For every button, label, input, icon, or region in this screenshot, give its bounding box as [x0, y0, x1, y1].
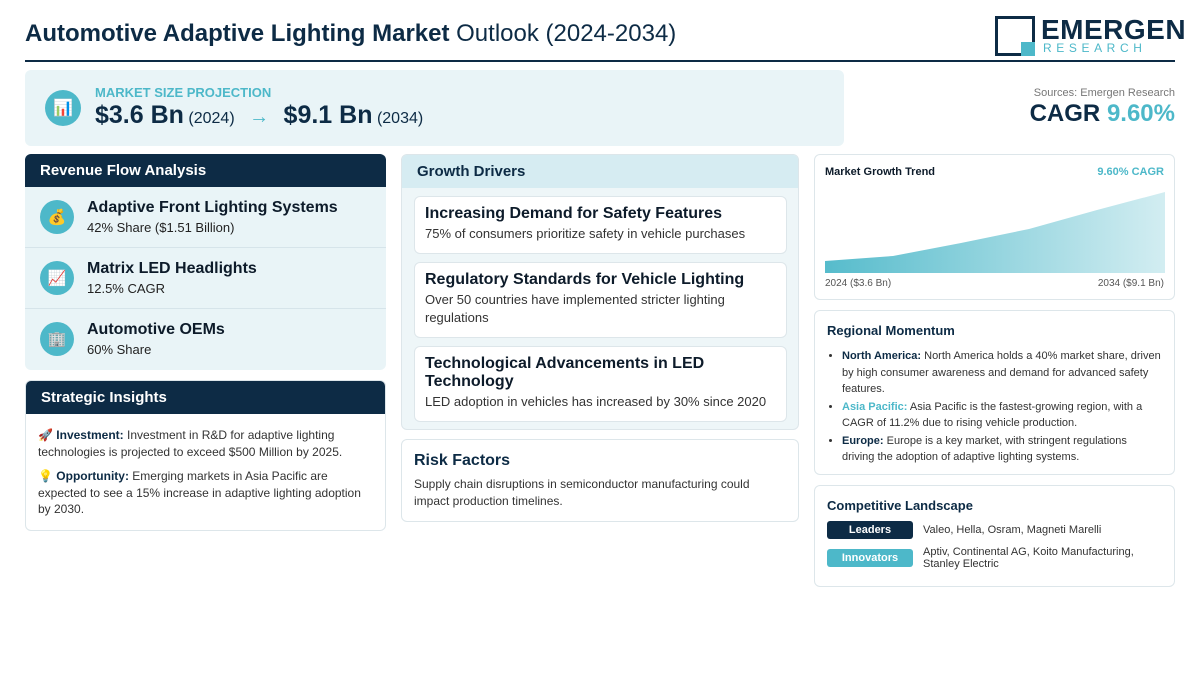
page-title: Automotive Adaptive Lighting Market Outl…: [25, 20, 676, 48]
building-icon: 🏢: [40, 322, 74, 356]
trend-cagr: 9.60% CAGR: [1097, 166, 1164, 178]
driver-title: Technological Advancements in LED Techno…: [425, 355, 705, 390]
insight-item: 💡 Opportunity: Emerging markets in Asia …: [38, 468, 373, 518]
projection-label: MARKET SIZE PROJECTION: [95, 85, 272, 100]
risk-factors-text: Supply chain disruptions in semiconducto…: [414, 477, 750, 508]
region-text: Asia Pacific is the fastest-growing regi…: [842, 400, 1143, 430]
lightbulb-icon: 💡: [38, 469, 53, 483]
regional-momentum-card: Regional Momentum North America: North A…: [814, 310, 1175, 475]
cagr-label: CAGR: [1029, 100, 1101, 127]
region-text: Europe is a key market, with stringent r…: [842, 434, 1127, 464]
trend-area-chart: [825, 192, 1165, 273]
strategic-insights-title: Strategic Insights: [26, 381, 385, 414]
competitive-landscape-card: Competitive Landscape Leaders Valeo, Hel…: [814, 485, 1175, 587]
page-header: Automotive Adaptive Lighting Market Outl…: [25, 12, 1186, 62]
growth-drivers-title: Growth Drivers: [402, 155, 798, 188]
emergen-logo: EMERGEN RESEARCH: [995, 14, 1186, 56]
insight-label: Investment:: [56, 428, 124, 442]
region-label: Asia Pacific:: [842, 400, 908, 413]
revenue-item-sub: 12.5% CAGR: [87, 281, 166, 296]
revenue-item-title: Matrix LED Headlights: [87, 260, 257, 277]
region-item: Asia Pacific: Asia Pacific is the fastes…: [842, 399, 1162, 432]
projection-start-value: $3.6 Bn: [95, 101, 184, 129]
driver-item: Regulatory Standards for Vehicle Lightin…: [414, 262, 787, 338]
driver-item: Technological Advancements in LED Techno…: [414, 346, 787, 422]
rocket-icon: 🚀: [38, 428, 53, 442]
driver-item: Increasing Demand for Safety Features 75…: [414, 196, 787, 254]
competitor-row: Innovators Aptiv, Continental AG, Koito …: [827, 546, 1153, 570]
driver-title: Regulatory Standards for Vehicle Lightin…: [425, 271, 745, 288]
bar-chart-icon: 📊: [45, 90, 81, 126]
regional-list: North America: North America holds a 40%…: [827, 348, 1162, 466]
trend-chart-icon: 📈: [40, 261, 74, 295]
region-text: North America holds a 40% market share, …: [842, 350, 1161, 395]
strategic-insights-body: 🚀 Investment: Investment in R&D for adap…: [26, 414, 385, 530]
trend-title: Market Growth Trend: [825, 166, 936, 178]
driver-text: Over 50 countries have implemented stric…: [425, 292, 725, 325]
revenue-item-title: Adaptive Front Lighting Systems: [87, 199, 338, 216]
leaders-badge: Leaders: [827, 521, 913, 539]
arrow-right-icon: →: [249, 106, 270, 128]
revenue-item-title: Automotive OEMs: [87, 321, 225, 338]
page-title-rest: Outlook (2024-2034): [456, 20, 677, 47]
competitor-text: Valeo, Hella, Osram, Magneti Marelli: [923, 524, 1102, 536]
insight-text: Emerging markets in Asia Pacific are exp…: [38, 469, 361, 516]
logo-subtitle: RESEARCH: [1043, 41, 1147, 55]
competitive-landscape-title: Competitive Landscape: [827, 498, 973, 513]
driver-text: LED adoption in vehicles has increased b…: [425, 394, 767, 409]
region-item: North America: North America holds a 40%…: [842, 348, 1162, 398]
trend-start-label: 2024 ($3.6 Bn): [825, 278, 892, 289]
market-growth-trend-card: Market Growth Trend 9.60% CAGR 2024 ($3.…: [814, 154, 1175, 300]
revenue-item-sub: 60% Share: [87, 342, 152, 357]
projection-values: $3.6 Bn (2024) → $9.1 Bn (2034): [95, 101, 423, 130]
revenue-item: 💰 Adaptive Front Lighting Systems 42% Sh…: [25, 187, 386, 248]
revenue-item-sub: 42% Share ($1.51 Billion): [87, 220, 235, 235]
trend-end-label: 2034 ($9.1 Bn): [1097, 278, 1164, 289]
strategic-insights-card: Strategic Insights 🚀 Investment: Investm…: [25, 380, 386, 531]
risk-factors-title: Risk Factors: [414, 452, 511, 469]
revenue-flow-title: Revenue Flow Analysis: [25, 154, 386, 187]
risk-factors-card: Risk Factors Supply chain disruptions in…: [401, 439, 799, 522]
revenue-item: 📈 Matrix LED Headlights 12.5% CAGR: [25, 248, 386, 309]
logo-mark-icon: [995, 16, 1035, 56]
competitor-row: Leaders Valeo, Hella, Osram, Magneti Mar…: [827, 521, 1153, 539]
sources-note: Sources: Emergen Research: [1033, 87, 1175, 99]
region-item: Europe: Europe is a key market, with str…: [842, 433, 1162, 466]
page-title-bold: Automotive Adaptive Lighting Market: [25, 20, 450, 47]
cagr-summary: CAGR 9.60%: [1030, 100, 1175, 128]
projection-end-year: (2034): [376, 110, 424, 127]
regional-momentum-title: Regional Momentum: [827, 323, 955, 338]
money-bag-icon: 💰: [40, 200, 74, 234]
insight-label: Opportunity:: [56, 469, 129, 483]
market-size-projection: 📊 MARKET SIZE PROJECTION $3.6 Bn (2024) …: [25, 70, 844, 146]
region-label: Europe:: [842, 434, 884, 447]
revenue-flow-card: Revenue Flow Analysis 💰 Adaptive Front L…: [25, 154, 386, 370]
cagr-value: 9.60%: [1106, 100, 1175, 127]
growth-drivers-card: Growth Drivers Increasing Demand for Saf…: [401, 154, 799, 430]
revenue-item: 🏢 Automotive OEMs 60% Share: [25, 309, 386, 370]
insight-text: Investment in R&D for adaptive lighting …: [38, 428, 343, 459]
trend-area: [825, 192, 1165, 273]
projection-start-year: (2024): [188, 110, 235, 127]
logo-name: EMERGEN: [1041, 14, 1187, 45]
driver-text: 75% of consumers prioritize safety in ve…: [425, 226, 746, 241]
insight-item: 🚀 Investment: Investment in R&D for adap…: [38, 427, 373, 460]
region-label: North America:: [842, 350, 922, 362]
driver-title: Increasing Demand for Safety Features: [425, 205, 722, 222]
competitor-text: Aptiv, Continental AG, Koito Manufacturi…: [923, 546, 1134, 570]
projection-end-value: $9.1 Bn: [283, 101, 373, 129]
innovators-badge: Innovators: [827, 549, 913, 567]
